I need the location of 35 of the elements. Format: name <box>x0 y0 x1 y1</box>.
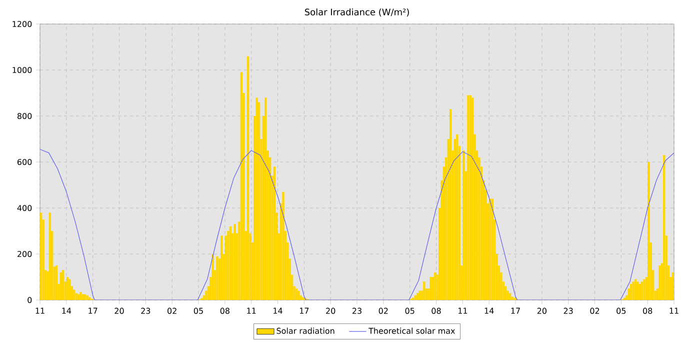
y-tick-label: 0 <box>28 296 32 304</box>
x-tick-label: 11 <box>458 308 468 314</box>
x-tick-label: 02 <box>590 308 600 314</box>
y-tick-label: 600 <box>17 158 32 166</box>
x-tick-label: 08 <box>643 308 652 314</box>
legend-label: Solar radiation <box>276 328 334 334</box>
x-tick-label: 11 <box>670 308 678 314</box>
x-tick-label: 23 <box>564 308 573 314</box>
x-tick-label: 20 <box>326 308 336 314</box>
x-tick-label: 14 <box>274 308 282 314</box>
x-tick-label: 02 <box>168 308 176 314</box>
x-tick-label: 11 <box>247 308 256 314</box>
x-tick-label: 02 <box>378 308 388 314</box>
x-tick-label: 14 <box>484 308 494 314</box>
x-tick-label: 17 <box>511 308 520 314</box>
y-tick-label: 200 <box>18 250 32 258</box>
y-tick-label: 800 <box>17 112 32 120</box>
x-tick-label: 05 <box>194 308 203 314</box>
x-tick-label: 11 <box>36 308 44 314</box>
x-tick-label: 08 <box>432 308 441 314</box>
legend-label: Theoretical solar max <box>368 328 455 334</box>
x-tick-label: 14 <box>62 308 72 314</box>
x-tick-label: 08 <box>220 308 230 314</box>
x-tick-label: 23 <box>141 308 150 314</box>
x-tick-label: 23 <box>352 308 362 314</box>
chart-title: Solar Irradiance (W/m²) <box>304 8 409 16</box>
y-tick-label: 1200 <box>12 20 32 28</box>
x-tick-label: 17 <box>300 308 309 314</box>
x-tick-label: 05 <box>405 308 414 314</box>
x-tick-label: 20 <box>114 308 124 314</box>
y-tick-label: 1000 <box>12 66 32 74</box>
x-tick-label: 17 <box>88 308 98 314</box>
x-tick-label: 05 <box>616 308 626 314</box>
x-tick-label: 20 <box>537 308 546 314</box>
y-tick-label: 400 <box>17 204 32 212</box>
